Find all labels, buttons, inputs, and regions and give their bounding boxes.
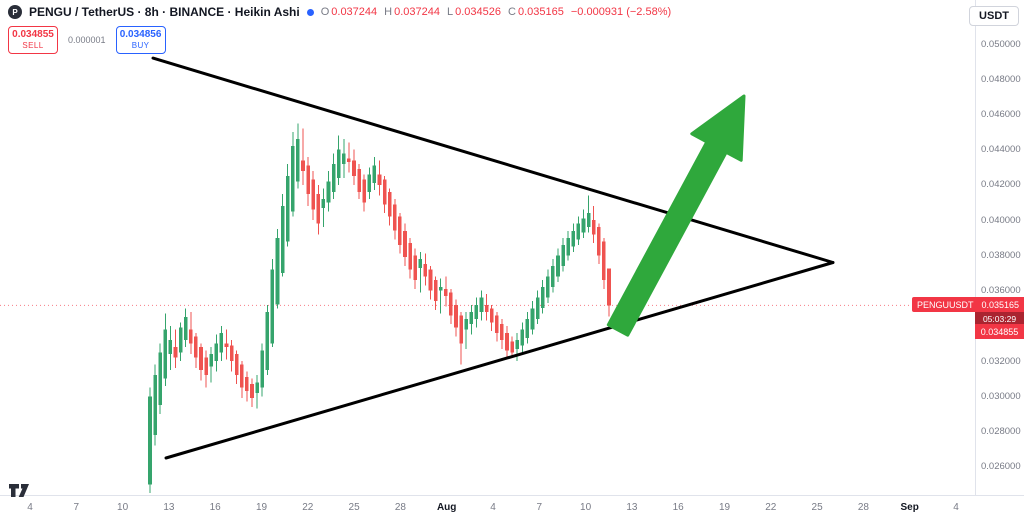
chart-legend: P PENGU / TetherUS · 8h · BINANCE · Heik… bbox=[8, 5, 671, 19]
series-marker-icon[interactable] bbox=[306, 8, 314, 16]
change-value: −0.000931 (−2.58%) bbox=[570, 6, 672, 18]
time-tick-label: 25 bbox=[811, 502, 823, 513]
price-tick-label: 0.028000 bbox=[981, 426, 1021, 438]
time-tick-label: 10 bbox=[117, 502, 129, 513]
price-tick-label: 0.040000 bbox=[981, 214, 1021, 226]
breakout-arrow[interactable] bbox=[606, 94, 746, 337]
time-tick-label: 13 bbox=[163, 502, 175, 513]
buy-label: BUY bbox=[131, 40, 150, 50]
price-chart[interactable] bbox=[0, 0, 975, 495]
time-tick-label: 4 bbox=[953, 502, 959, 513]
sell-price: 0.034855 bbox=[12, 29, 54, 40]
time-tick-label: 19 bbox=[255, 502, 268, 513]
buy-button[interactable]: 0.034856 BUY bbox=[115, 26, 166, 54]
time-tick-label: 16 bbox=[672, 502, 684, 513]
price-tick-label: 0.044000 bbox=[981, 144, 1021, 156]
time-tick-label: 28 bbox=[857, 502, 869, 513]
time-tick-label: Sep bbox=[900, 502, 919, 513]
price-tick-label: 0.050000 bbox=[981, 38, 1021, 50]
currency-toggle-button[interactable]: USDT bbox=[969, 6, 1019, 26]
price-tick-label: 0.032000 bbox=[981, 355, 1021, 367]
time-tick-label: 7 bbox=[536, 502, 543, 513]
price-tick-label: 0.030000 bbox=[981, 390, 1021, 402]
badge-symbol-name: PENGUUSDT bbox=[916, 299, 974, 310]
ohlc-readout: O 0.037244 H 0.037244 L 0.034526 C 0.035… bbox=[321, 6, 671, 18]
open-value: 0.037244 bbox=[331, 6, 378, 18]
lower-trendline[interactable] bbox=[164, 261, 835, 460]
time-tick-label: 22 bbox=[765, 502, 777, 513]
close-value: 0.035165 bbox=[517, 6, 564, 18]
trade-widget: 0.034855 SELL 0.000001 0.034856 BUY bbox=[8, 26, 166, 54]
time-axis[interactable]: 4 7 10 13 16 19 22 25 28 Aug 4 7 10 13 16 19 22 25 28 Sep 4 bbox=[0, 495, 1024, 520]
high-value: 0.037244 bbox=[394, 6, 440, 18]
time-tick-label: 7 bbox=[73, 502, 80, 513]
price-axis[interactable]: 0.050000 0.048000 0.046000 0.044000 0.042000… bbox=[975, 0, 1024, 495]
tradingview-logo-icon[interactable] bbox=[8, 479, 30, 506]
symbol-title[interactable]: PENGU / TetherUS · 8h · BINANCE · Heikin… bbox=[29, 5, 300, 19]
symbol-logo-icon[interactable]: P bbox=[8, 5, 22, 19]
sell-label: SELL bbox=[22, 40, 44, 50]
time-tick-label: 4 bbox=[27, 502, 33, 513]
high-label: H bbox=[384, 6, 393, 18]
time-tick-label: 25 bbox=[348, 502, 360, 513]
time-tick-label: 16 bbox=[209, 502, 221, 513]
time-tick-label: 19 bbox=[718, 502, 731, 513]
sell-button[interactable]: 0.034855 SELL bbox=[8, 26, 58, 54]
price-tick-label: 0.042000 bbox=[981, 179, 1021, 191]
time-tick-label: Aug bbox=[436, 502, 457, 513]
time-tick-label: 22 bbox=[302, 502, 314, 513]
buy-price: 0.034856 bbox=[119, 29, 162, 40]
price-tick-label: 0.048000 bbox=[981, 73, 1021, 85]
last-price-badge[interactable]: PENGUUSDT 0.035165 bbox=[911, 297, 1024, 313]
upper-trendline[interactable] bbox=[151, 56, 835, 264]
price-tick-label: 0.038000 bbox=[981, 249, 1021, 261]
price-tick-label: 0.036000 bbox=[981, 285, 1021, 297]
candles bbox=[148, 123, 611, 494]
open-label: O bbox=[320, 6, 330, 18]
low-label: L bbox=[447, 6, 454, 18]
time-tick-label: 13 bbox=[626, 502, 638, 513]
spread-value: 0.000001 bbox=[68, 34, 106, 45]
time-tick-label: 10 bbox=[580, 502, 592, 513]
price-tick-label: 0.046000 bbox=[981, 109, 1021, 120]
time-tick-label: 28 bbox=[394, 502, 406, 513]
bar-countdown-badge: 05:03:29 bbox=[975, 312, 1024, 326]
close-label: C bbox=[508, 6, 516, 18]
time-tick-label: 4 bbox=[490, 502, 496, 513]
low-value: 0.034526 bbox=[455, 6, 502, 18]
sell-price-badge: 0.034855 bbox=[975, 324, 1024, 340]
price-tick-label: 0.026000 bbox=[981, 461, 1021, 473]
badge-last-price: 0.035165 bbox=[981, 299, 1019, 310]
